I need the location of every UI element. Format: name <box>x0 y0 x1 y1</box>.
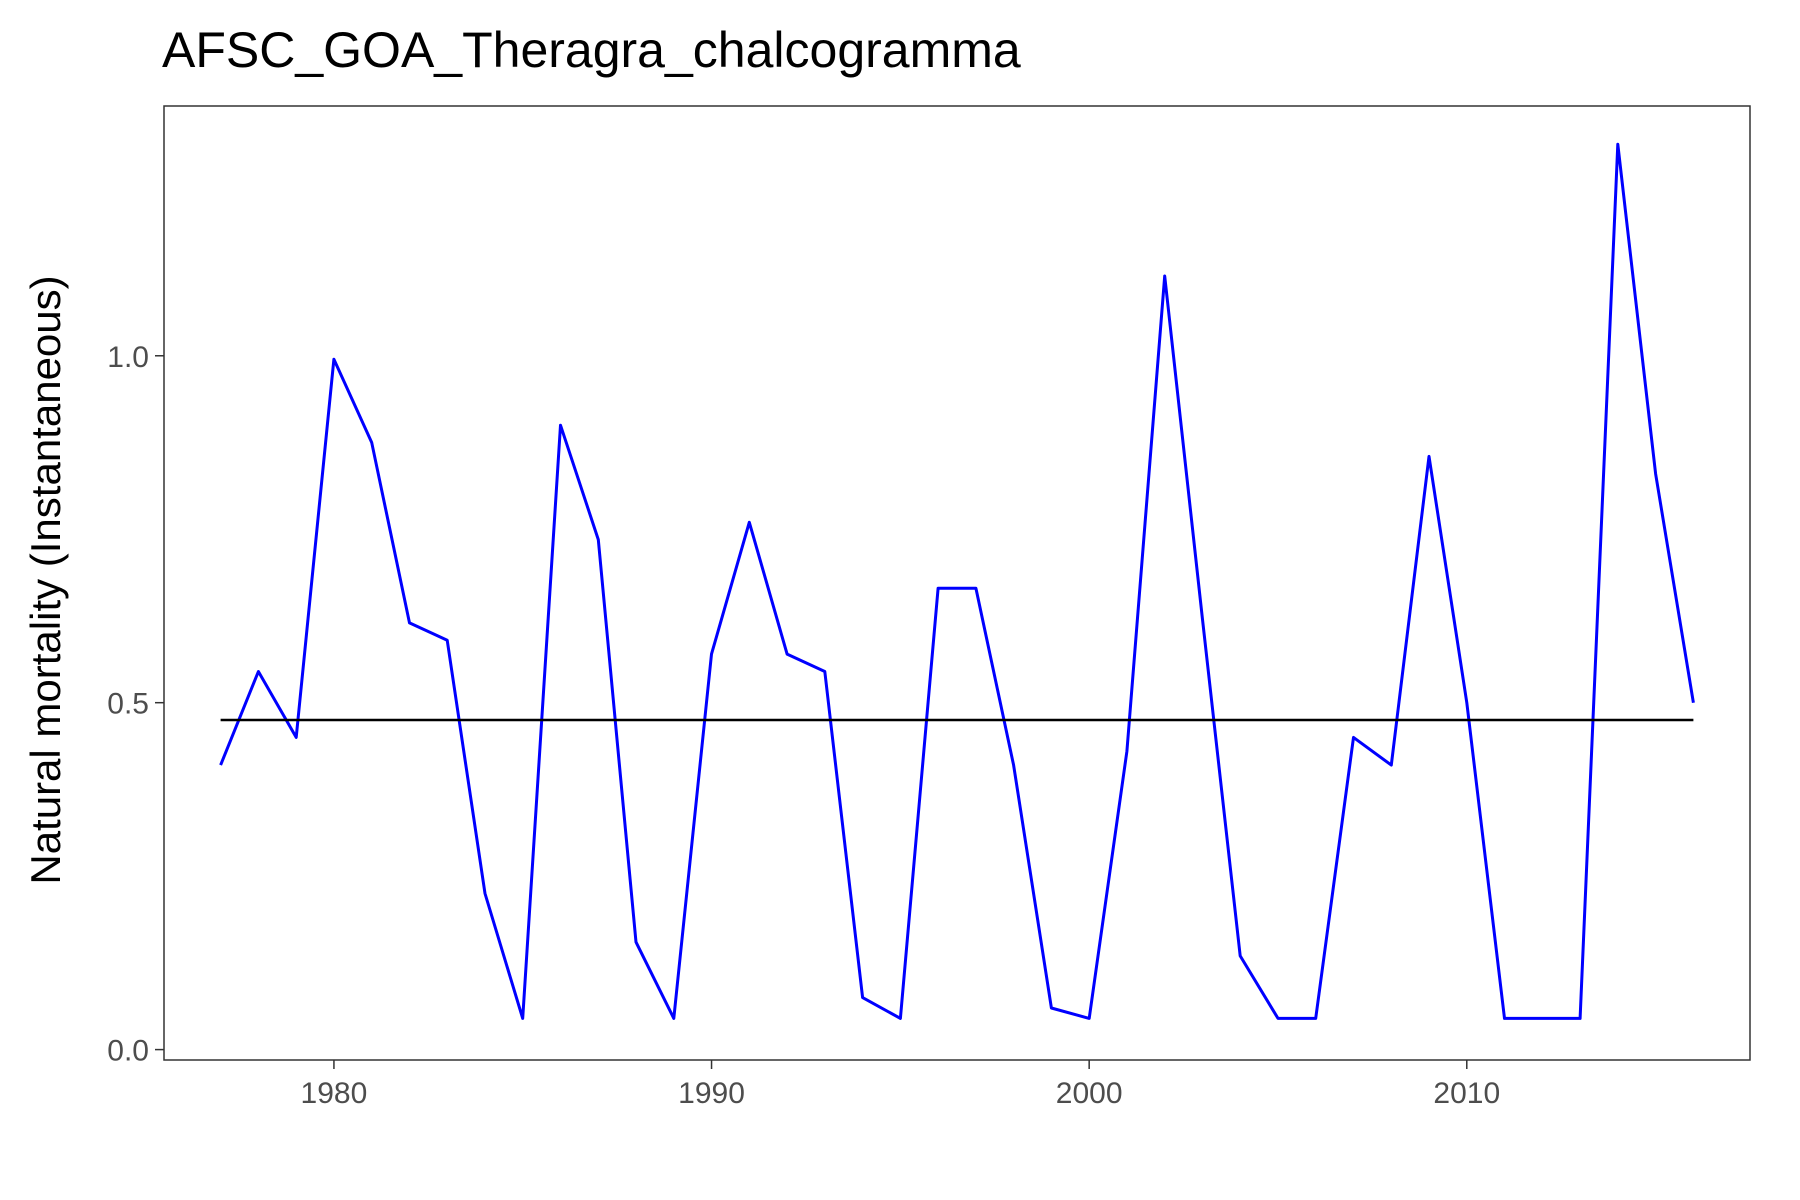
series-lines <box>219 142 1695 1020</box>
x-tick-label: 1980 <box>301 1077 368 1110</box>
axes: 1980 1990 2000 2010 0.0 0.5 1.0 <box>107 341 1500 1110</box>
plot-panel <box>163 105 1751 1061</box>
chart-title: AFSC_GOA_Theragra_chalcogramma <box>162 22 1021 78</box>
x-tick-label: 2000 <box>1056 1077 1123 1110</box>
y-tick-label: 1.0 <box>107 341 149 374</box>
series-line-natural-mortality <box>219 142 1695 1020</box>
x-tick-label: 1990 <box>678 1077 745 1110</box>
x-tick-label: 2010 <box>1433 1077 1500 1110</box>
y-tick-label: 0.0 <box>107 1035 149 1068</box>
y-axis-title: Natural mortality (Instantaneous) <box>22 275 69 884</box>
y-tick-label: 0.5 <box>107 688 149 721</box>
